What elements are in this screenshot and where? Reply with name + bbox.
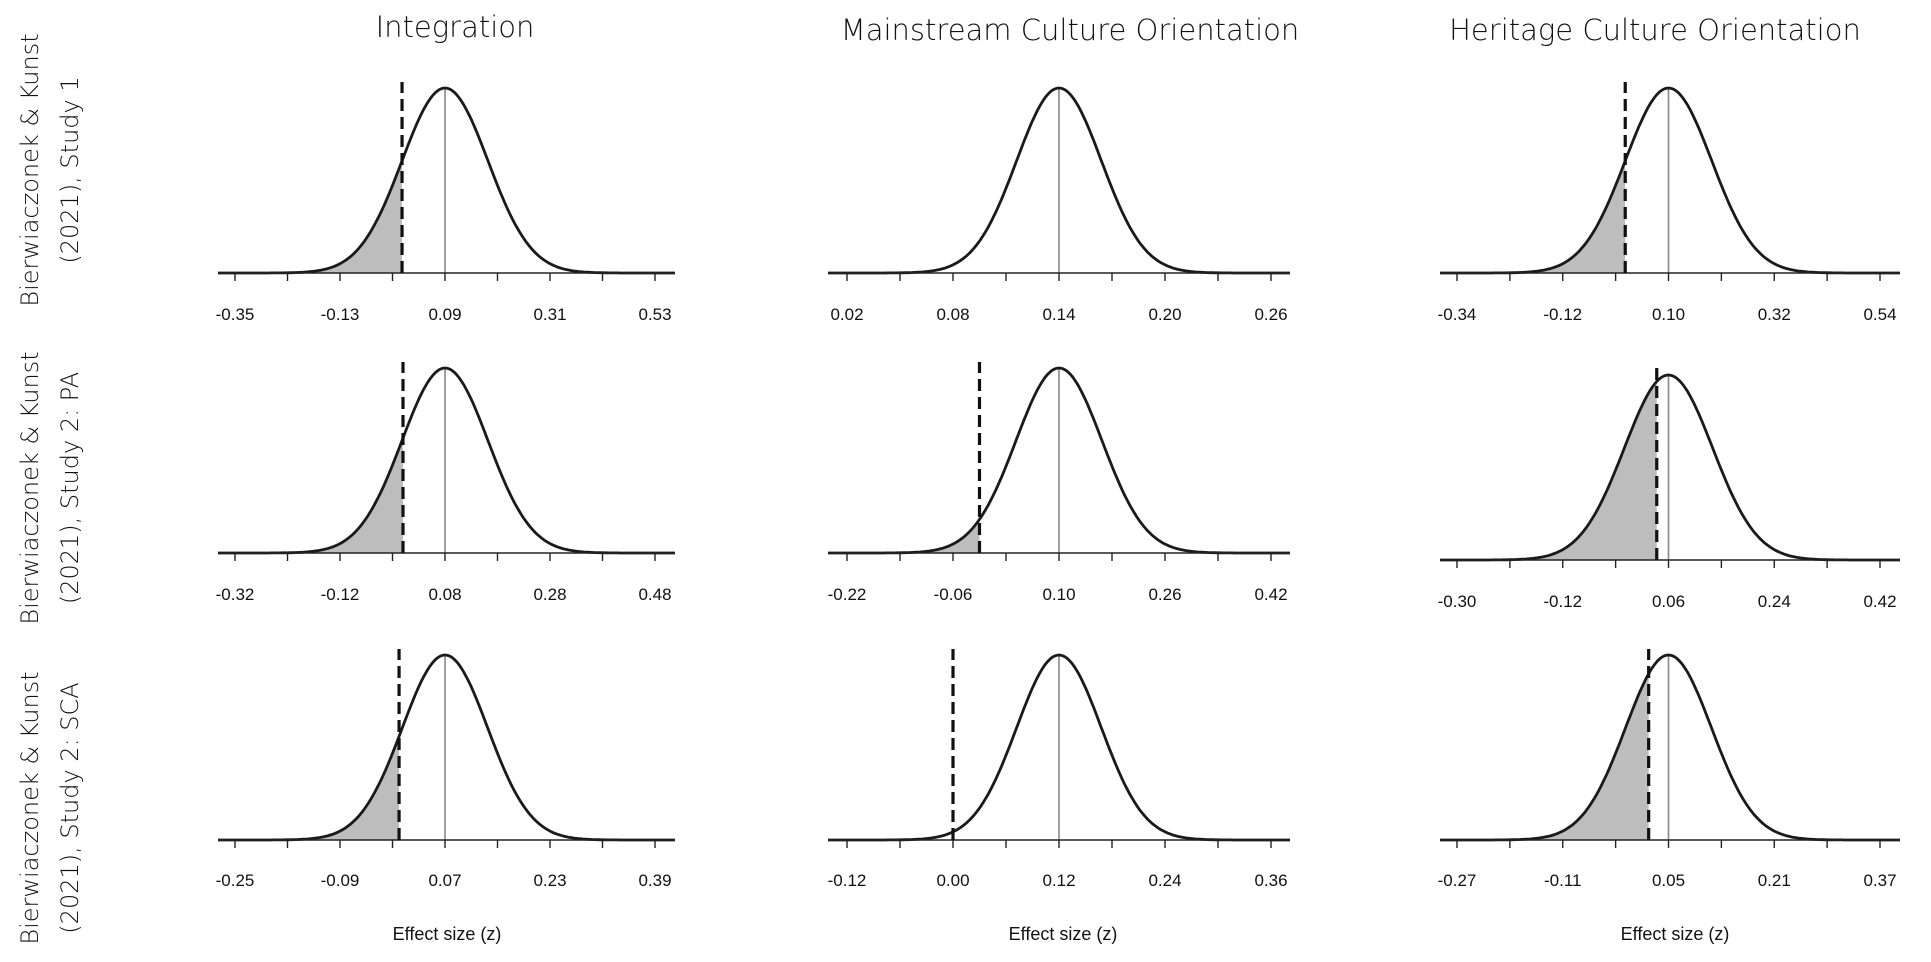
x-label-col1: Effect size (z) [393,924,502,944]
x-tick-label: 0.26 [1254,305,1287,324]
x-tick-label: -0.32 [216,585,255,604]
x-tick-label: -0.34 [1438,305,1477,324]
x-tick-label: 0.05 [1652,871,1685,890]
x-tick-label: 0.54 [1863,305,1896,324]
x-tick-label: 0.24 [1758,592,1791,611]
shaded-area [218,160,402,273]
row-label-study1-line1: Bierwiaczonek & Kunst [16,33,44,306]
shaded-area [218,438,403,553]
x-tick-label: 0.07 [428,871,461,890]
x-tick-label: 0.10 [1652,305,1685,324]
density-curve [218,86,675,275]
x-tick-label: 0.10 [1042,585,1075,604]
density-curve [218,366,675,555]
x-label-col2: Effect size (z) [1009,924,1118,944]
row-label-study1-line2: (2021), Study 1 [56,76,84,263]
row-label-study2sca-line2: (2021), Study 2: SCA [56,682,84,933]
x-tick-label: 0.14 [1042,305,1075,324]
x-tick-label: 0.09 [428,305,461,324]
x-tick-label: -0.27 [1438,871,1477,890]
shaded-area [1440,160,1626,273]
panel-r1-c2: -0.30 -0.12 0.06 0.24 0.42 [1438,362,1900,611]
panel-r2-c1: -0.12 0.00 0.12 0.24 0.36 [828,649,1290,890]
shaded-area [828,519,980,553]
x-tick-label: 0.28 [533,585,566,604]
x-tick-label: 0.02 [830,305,863,324]
x-tick-label: -0.12 [321,585,360,604]
x-tick-label: -0.30 [1438,592,1477,611]
density-panels: -0.35 -0.13 0.09 0.31 0.53 0.02 0.08 0.14 0.20 0.… [216,82,1900,890]
x-tick-label: 0.42 [1254,585,1287,604]
x-tick-label: -0.06 [934,585,973,604]
col-title-integration: Integration [376,10,535,44]
x-tick-label: -0.13 [321,305,360,324]
x-tick-label: 0.24 [1148,871,1181,890]
x-tick-label: 0.21 [1758,871,1791,890]
density-curve [1440,373,1900,562]
x-tick-label: -0.22 [828,585,867,604]
x-tick-label: -0.12 [828,871,867,890]
x-tick-label: 0.53 [638,305,671,324]
row-label-study2pa-line2: (2021), Study 2: PA [56,372,84,604]
col-title-mainstream: Mainstream Culture Orientation [841,13,1300,47]
row-label-study2pa-line1: Bierwiaczonek & Kunst [16,351,44,624]
x-tick-label: 0.48 [638,585,671,604]
density-curve [1440,86,1900,275]
panel-r1-c0: -0.32 -0.12 0.08 0.28 0.48 [216,362,675,604]
shaded-area [1440,673,1649,840]
x-tick-label: -0.09 [321,871,360,890]
shaded-area [218,736,400,840]
x-tick-label: -0.35 [216,305,255,324]
x-tick-label: -0.25 [216,871,255,890]
density-curve [1440,653,1900,842]
x-axis-labels: Effect size (z) Effect size (z) Effect s… [393,924,1730,944]
x-tick-label: 0.06 [1652,592,1685,611]
row-labels: Bierwiaczonek & Kunst (2021), Study 1 Bi… [16,33,84,944]
x-tick-label: 0.36 [1254,871,1287,890]
x-tick-label: 0.20 [1148,305,1181,324]
x-label-col3: Effect size (z) [1621,924,1730,944]
x-tick-label: 0.39 [638,871,671,890]
col-title-heritage: Heritage Culture Orientation [1449,13,1861,47]
panel-r2-c0: -0.25 -0.09 0.07 0.23 0.39 [216,649,675,890]
panel-r0-c0: -0.35 -0.13 0.09 0.31 0.53 [216,82,675,324]
x-tick-label: -0.12 [1543,305,1582,324]
x-tick-label: 0.42 [1863,592,1896,611]
panel-r1-c1: -0.22 -0.06 0.10 0.26 0.42 [828,362,1290,604]
x-tick-label: -0.12 [1543,592,1582,611]
x-tick-label: 0.37 [1863,871,1896,890]
x-tick-label: 0.08 [936,305,969,324]
x-tick-label: 0.08 [428,585,461,604]
x-tick-label: 0.32 [1758,305,1791,324]
x-tick-label: 0.23 [533,871,566,890]
panel-r2-c2: -0.27 -0.11 0.05 0.21 0.37 [1438,649,1900,890]
shaded-area [1440,381,1657,560]
row-label-study2sca-line1: Bierwiaczonek & Kunst [16,671,44,944]
x-tick-label: 0.31 [533,305,566,324]
column-titles: Integration Mainstream Culture Orientati… [376,10,1861,47]
x-tick-label: 0.00 [936,871,969,890]
panel-r0-c1: 0.02 0.08 0.14 0.20 0.26 [828,86,1290,324]
x-tick-label: 0.26 [1148,585,1181,604]
density-curve [218,653,675,842]
panel-r0-c2: -0.34 -0.12 0.10 0.32 0.54 [1438,82,1900,324]
x-tick-label: -0.11 [1544,871,1582,890]
x-tick-label: 0.12 [1042,871,1075,890]
